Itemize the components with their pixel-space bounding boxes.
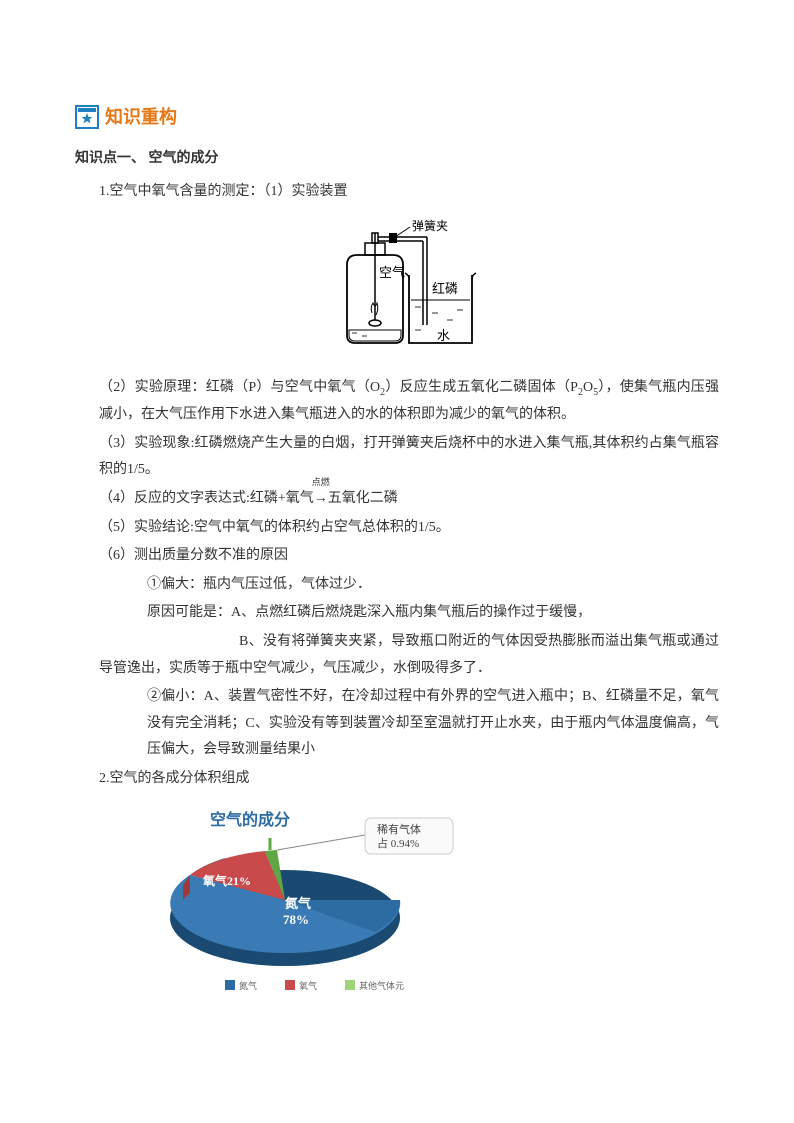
legend-n: 氮气 [239,980,257,991]
item-6: （6）测出质量分数不准的原因 [75,543,719,570]
item4-suffix: 五氧化二磷 [328,491,398,506]
rare-gas-label: 稀有气体 [377,822,421,836]
rare-gas-percent: 占 0.94% [377,836,419,850]
section-header: 知识重构 [75,100,719,134]
oxygen-label: 氧气21% [202,873,251,888]
legend-o: 氧气 [299,980,317,991]
clip-label: 弹簧夹 [412,218,448,233]
item-6-1: ①偏大：瓶内气压过低，气体过少． [75,572,719,599]
item-2-title: 2.空气的各成分体积组成 [75,766,719,793]
p2o5-p: P [570,380,578,395]
star-icon [75,105,99,129]
item-4: （4）反应的文字表达式:红磷+氧气点燃→五氧化二磷 [75,486,719,513]
item6-1-b-text: B、没有将弹簧夹夹紧，导致瓶口附近的气体因受热膨胀而溢出集气瓶或通过导管逸出，实… [99,634,719,676]
item2-mid: ）反应生成五氧化二磷固体（ [385,380,570,395]
item-2: （2）实验原理：红磷（P）与空气中氧气（O2）反应生成五氧化二磷固体（P2O5）… [75,375,719,428]
item-3: （3）实验现象:红磷燃烧产生大量的白烟，打开弹簧夹后烧杯中的水进入集气瓶,其体积… [75,431,719,484]
apparatus-diagram: 弹簧夹 空气 红磷 水 [75,215,719,365]
item-6-1-reason: 原因可能是：A、点燃红磷后燃烧匙深入瓶内集气瓶后的操作过于缓慢， [75,600,719,627]
item-1: 1.空气中氧气含量的测定：（1）实验装置 [75,179,719,206]
pie-title: 空气的成分 [210,810,290,829]
section-title: 知识重构 [105,100,177,134]
o2-base: O [370,380,380,395]
item-6-1-b: B、没有将弹簧夹夹紧，导致瓶口附近的气体因受热膨胀而溢出集气瓶或通过导管逸出，实… [75,629,719,682]
knowledge-point-title: 知识点一、 空气的成分 [75,146,719,173]
p2o5-o: O [583,380,593,395]
item-6-2: ②偏小：A、装置气密性不好，在冷却过程中有外界的空气进入瓶中；B、红磷量不足，氧… [75,684,719,764]
nitrogen-label: 氮气 [285,896,311,911]
legend-other: 其他气体元 [359,980,404,991]
item4-prefix: （4）反应的文字表达式:红磷+氧气 [99,491,314,506]
item2-prefix: （2）实验原理：红磷（P）与空气中氧气（ [99,380,370,395]
phos-label: 红磷 [432,281,458,296]
reaction-arrow: 点燃→ [314,486,328,513]
arrow-annotation: 点燃 [312,474,330,491]
item-5: （5）实验结论:空气中氧气的体积约占空气总体积的1/5。 [75,515,719,542]
nitrogen-percent: 78% [283,912,309,927]
water-label: 水 [437,328,450,343]
pie-chart: 空气的成分 稀有气体 占 0.94% 氧气21% 氮气 78% 氮气 氧气 其他… [135,800,719,1011]
air-label: 空气 [379,265,405,280]
